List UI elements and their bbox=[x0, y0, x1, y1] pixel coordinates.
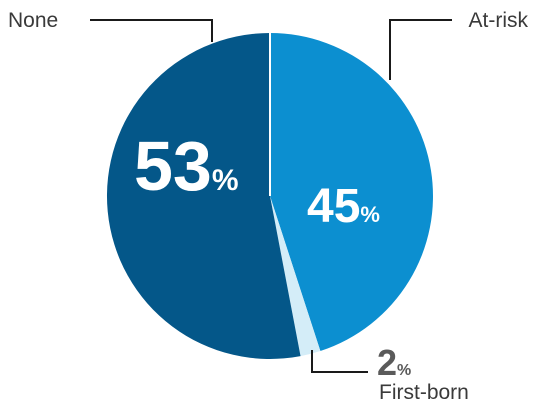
pie-slice-at-risk bbox=[270, 33, 433, 352]
leader-line-at-risk bbox=[389, 19, 452, 80]
pie-slices bbox=[106, 32, 433, 359]
slice-label-none: None bbox=[8, 9, 58, 32]
pie-slice-none bbox=[106, 32, 301, 359]
value-number-first-born: 2 bbox=[377, 342, 397, 383]
value-unit-first-born: % bbox=[397, 362, 411, 379]
leader-line-none bbox=[90, 19, 213, 42]
value-unit-at-risk: % bbox=[360, 202, 380, 227]
slice-label-first-born: First-born bbox=[379, 381, 469, 404]
leader-line-first-born bbox=[311, 350, 368, 373]
pie-slice-first-born bbox=[270, 196, 321, 357]
value-number-none: 53 bbox=[134, 127, 212, 205]
value-label-first-born: 2% bbox=[377, 342, 411, 383]
value-unit-none: % bbox=[212, 164, 239, 197]
value-label-none: 53% bbox=[134, 127, 239, 205]
slice-label-at-risk: At-risk bbox=[469, 9, 529, 32]
value-number-at-risk: 45 bbox=[307, 180, 360, 233]
leader-lines bbox=[90, 19, 452, 373]
value-label-at-risk: 45% bbox=[307, 180, 380, 233]
